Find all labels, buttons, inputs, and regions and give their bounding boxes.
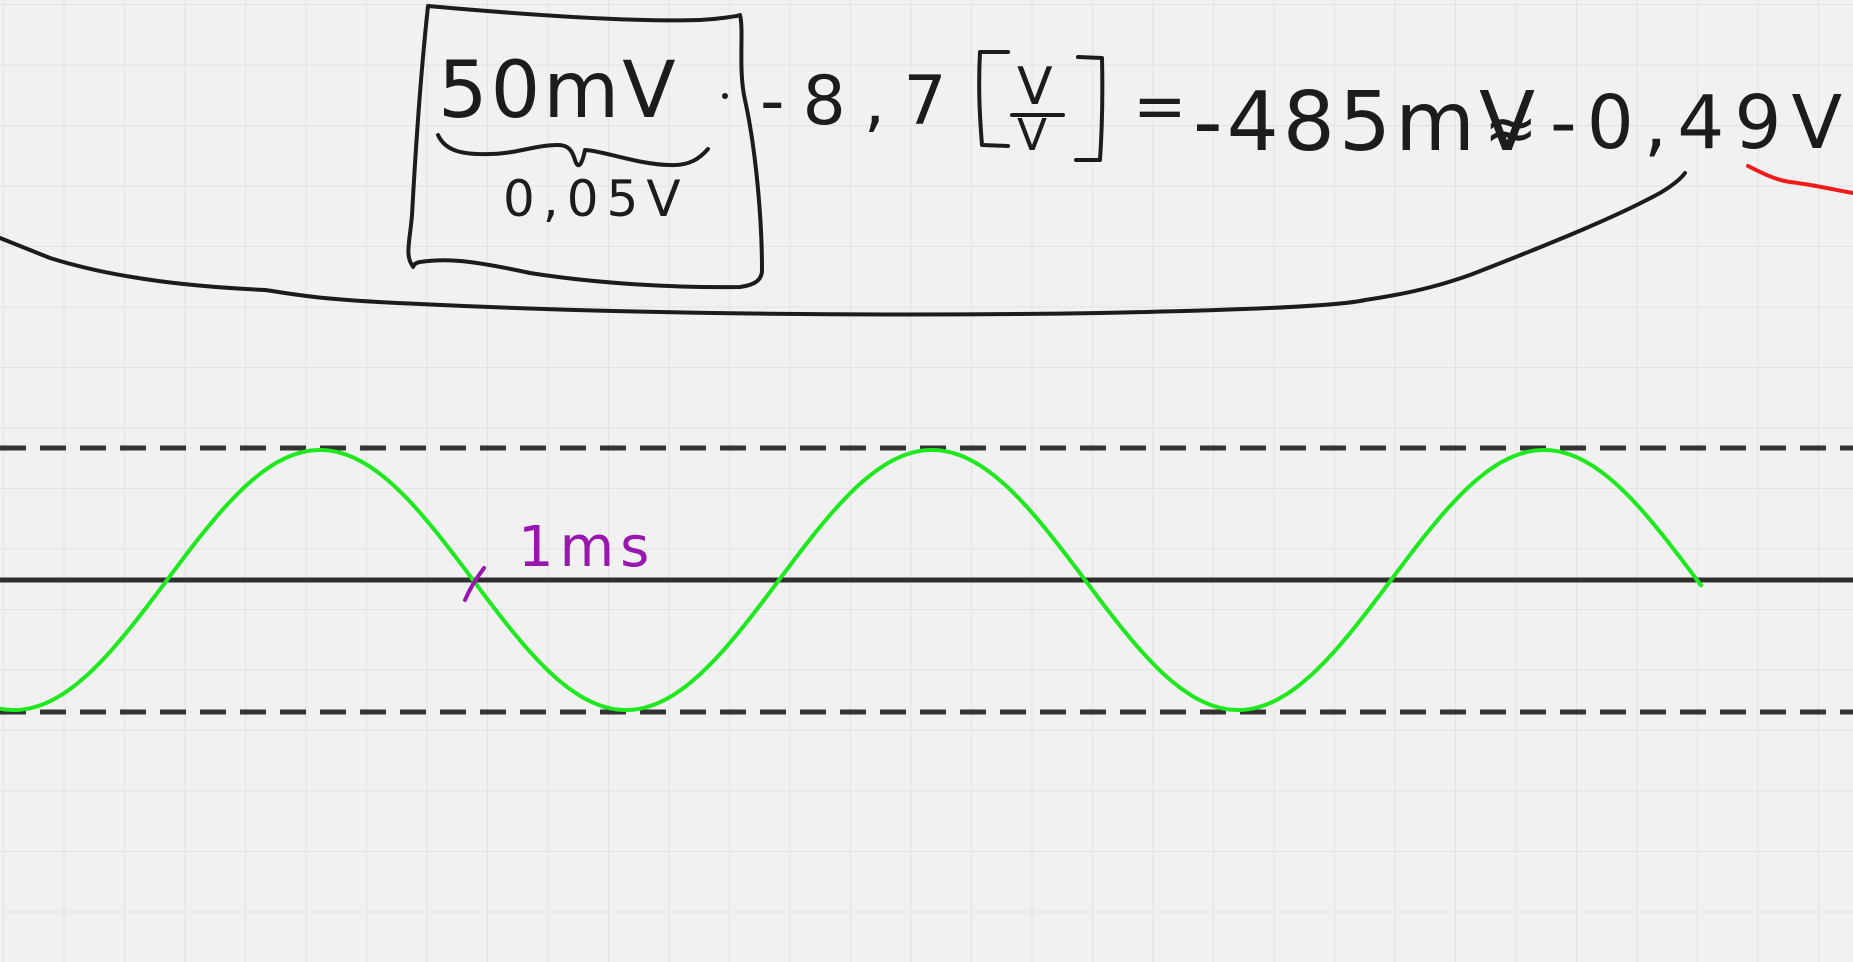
fraction-box [406, 4, 764, 290]
fraction-numerator: 50mV [438, 46, 679, 136]
unit-bracket-denominator: V [1017, 110, 1047, 161]
multiply-dot [722, 93, 728, 99]
approx-sign: ≈ [1484, 92, 1538, 166]
period-label: 1ms [518, 515, 655, 580]
fraction-bar [436, 133, 710, 168]
result-volts: -0,49V [1550, 80, 1852, 166]
period-tick-mark [463, 566, 486, 602]
red-stroke [1746, 164, 1853, 195]
sine-wave [0, 448, 1703, 712]
bracket-curve [0, 171, 1687, 317]
result-millivolts: -485mV [1193, 75, 1539, 170]
unit-bracket-right [1074, 55, 1105, 162]
equals-sign: = [1133, 70, 1187, 144]
unit-bracket-numerator: V [1017, 57, 1053, 117]
unit-bracket-left [977, 50, 1010, 148]
gain-factor: -8,7 [760, 62, 965, 141]
fraction-denominator: 0,05V [503, 170, 689, 228]
